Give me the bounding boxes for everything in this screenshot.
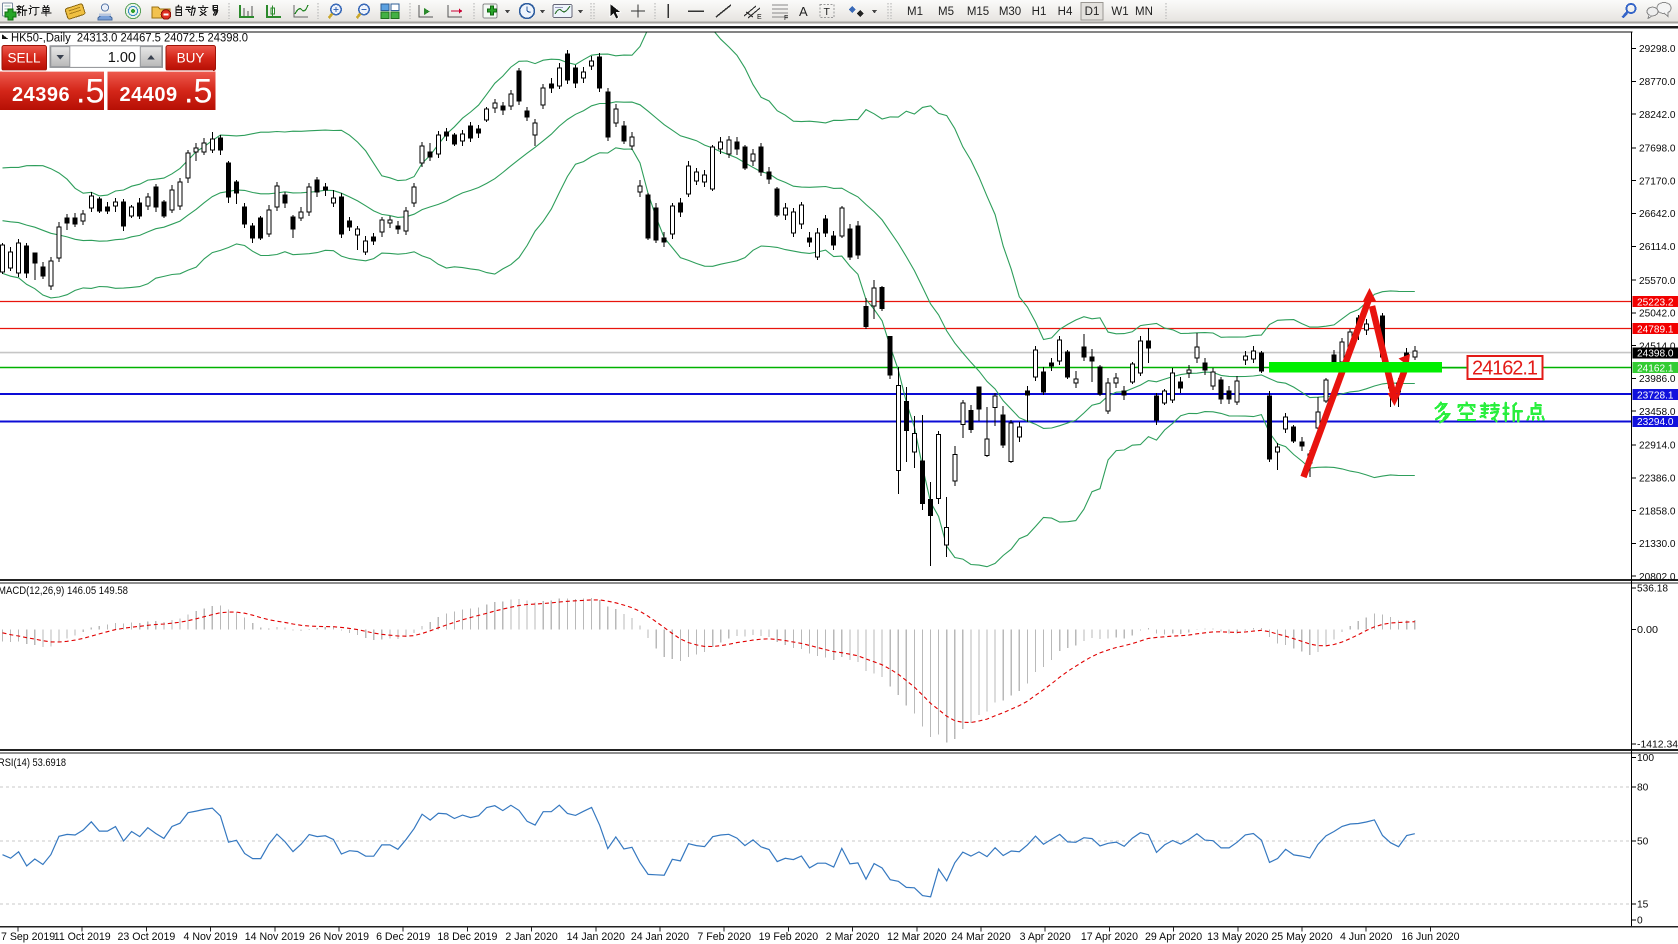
svg-text:4 Jun 2020: 4 Jun 2020 <box>1340 931 1393 943</box>
svg-text:E: E <box>757 14 762 21</box>
svg-text:0: 0 <box>1637 916 1643 927</box>
svg-text:80: 80 <box>1637 783 1649 794</box>
svg-text:28770.0: 28770.0 <box>1639 77 1676 88</box>
svg-text:D1: D1 <box>1085 6 1100 18</box>
svg-text:HK50-,Daily 24313.0 24467.5 2: HK50-,Daily 24313.0 24467.5 24072.5 2439… <box>11 33 248 45</box>
svg-text:20802.0: 20802.0 <box>1639 572 1676 583</box>
svg-text:3 Apr 2020: 3 Apr 2020 <box>1020 931 1071 943</box>
svg-text:22914.0: 22914.0 <box>1639 441 1676 452</box>
svg-text:24514.0: 24514.0 <box>1639 341 1676 352</box>
svg-text:2 Mar 2020: 2 Mar 2020 <box>826 931 880 943</box>
svg-text:25 May 2020: 25 May 2020 <box>1271 931 1332 943</box>
svg-text:25570.0: 25570.0 <box>1639 276 1676 287</box>
svg-text:M15: M15 <box>967 6 989 18</box>
svg-text:25042.0: 25042.0 <box>1639 309 1676 320</box>
svg-text:27170.0: 27170.0 <box>1639 176 1676 187</box>
svg-text:21330.0: 21330.0 <box>1639 539 1676 550</box>
svg-text:29298.0: 29298.0 <box>1639 44 1676 55</box>
svg-text:H4: H4 <box>1058 6 1073 18</box>
svg-text:14 Nov 2019: 14 Nov 2019 <box>245 931 305 943</box>
svg-text:18 Dec 2019: 18 Dec 2019 <box>437 931 497 943</box>
svg-text:H1: H1 <box>1032 6 1047 18</box>
svg-text:24409: 24409 <box>120 84 178 106</box>
svg-text:A: A <box>799 4 808 19</box>
svg-text:15: 15 <box>1637 900 1649 911</box>
svg-text:12 Mar 2020: 12 Mar 2020 <box>887 931 947 943</box>
svg-text:21858.0: 21858.0 <box>1639 506 1676 517</box>
svg-text:50: 50 <box>1637 837 1649 848</box>
svg-text:27698.0: 27698.0 <box>1639 144 1676 155</box>
svg-text:23728.1: 23728.1 <box>1637 390 1674 401</box>
svg-text:24 Mar 2020: 24 Mar 2020 <box>951 931 1011 943</box>
svg-text:23294.0: 23294.0 <box>1637 417 1674 428</box>
svg-text:26642.0: 26642.0 <box>1639 209 1676 220</box>
svg-text:26 Nov 2019: 26 Nov 2019 <box>309 931 369 943</box>
svg-text:1.00: 1.00 <box>108 50 136 66</box>
svg-text:MN: MN <box>1135 6 1153 18</box>
svg-text:BUY: BUY <box>177 51 205 66</box>
svg-text:16 Jun 2020: 16 Jun 2020 <box>1401 931 1459 943</box>
svg-text:T: T <box>824 6 831 18</box>
svg-text:29 Apr 2020: 29 Apr 2020 <box>1145 931 1202 943</box>
svg-text:24789.1: 24789.1 <box>1637 324 1674 335</box>
svg-text:24398.0: 24398.0 <box>1637 349 1674 360</box>
svg-text:28242.0: 28242.0 <box>1639 110 1676 121</box>
svg-text:19 Feb 2020: 19 Feb 2020 <box>759 931 819 943</box>
svg-text:M30: M30 <box>999 6 1021 18</box>
svg-text:4 Nov 2019: 4 Nov 2019 <box>184 931 238 943</box>
svg-text:M5: M5 <box>938 6 954 18</box>
svg-text:23 Oct 2019: 23 Oct 2019 <box>118 931 176 943</box>
svg-text:-1412.34: -1412.34 <box>1637 740 1678 751</box>
svg-text:26114.0: 26114.0 <box>1639 242 1676 253</box>
svg-text:11 Oct 2019: 11 Oct 2019 <box>54 931 111 943</box>
svg-text:23986.0: 23986.0 <box>1639 374 1676 385</box>
svg-text:25223.2: 25223.2 <box>1637 297 1674 308</box>
svg-text:MACD(12,26,9) 146.05 149.58: MACD(12,26,9) 146.05 149.58 <box>0 585 128 597</box>
svg-text:22386.0: 22386.0 <box>1639 474 1676 485</box>
svg-text:F: F <box>784 15 788 22</box>
svg-text:6 Dec 2019: 6 Dec 2019 <box>376 931 430 943</box>
svg-text:RSI(14) 53.6918: RSI(14) 53.6918 <box>0 757 66 769</box>
svg-text:.5: .5 <box>184 73 212 111</box>
svg-text:23458.0: 23458.0 <box>1639 407 1676 418</box>
svg-text:.5: .5 <box>76 73 104 111</box>
svg-text:M1: M1 <box>907 6 923 18</box>
svg-text:24162.1: 24162.1 <box>1472 358 1538 380</box>
svg-text:W1: W1 <box>1111 6 1128 18</box>
svg-text:14 Jan 2020: 14 Jan 2020 <box>567 931 625 943</box>
svg-text:536.18: 536.18 <box>1637 584 1668 595</box>
svg-text:100: 100 <box>1637 753 1654 764</box>
svg-text:7 Sep 2019: 7 Sep 2019 <box>1 931 55 943</box>
svg-text:SELL: SELL <box>7 51 41 66</box>
svg-text:24 Jan 2020: 24 Jan 2020 <box>631 931 689 943</box>
svg-text:24396: 24396 <box>12 84 70 106</box>
svg-text:0.00: 0.00 <box>1637 625 1658 636</box>
svg-text:13 May 2020: 13 May 2020 <box>1207 931 1268 943</box>
svg-text:17 Apr 2020: 17 Apr 2020 <box>1081 931 1138 943</box>
svg-text:7 Feb 2020: 7 Feb 2020 <box>697 931 751 943</box>
svg-text:2 Jan 2020: 2 Jan 2020 <box>505 931 558 943</box>
svg-text:24162.1: 24162.1 <box>1637 363 1674 374</box>
